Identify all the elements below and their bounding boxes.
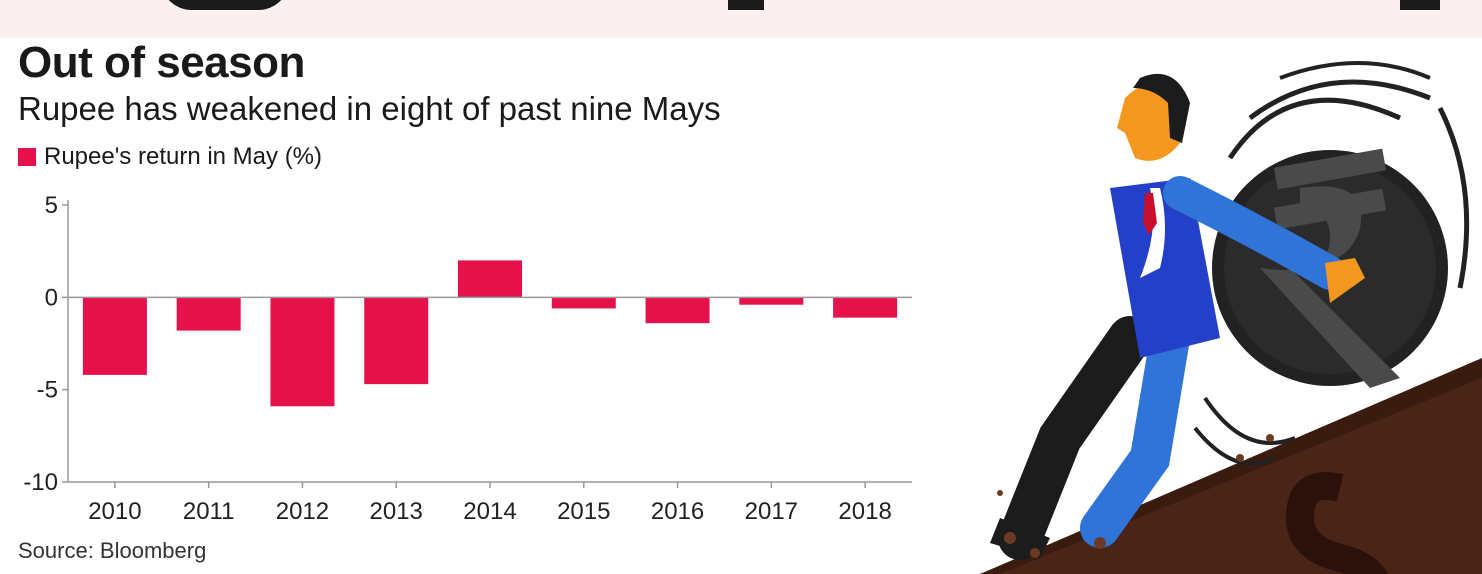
x-tick-label: 2011 — [183, 498, 235, 525]
x-tick-label: 2012 — [276, 498, 329, 525]
y-tick-label: -10 — [23, 469, 58, 496]
suit-body — [1110, 178, 1220, 358]
top-cropped-band — [0, 0, 1482, 38]
bar — [739, 297, 804, 305]
y-tick-label: 5 — [45, 192, 58, 219]
x-tick-label: 2018 — [838, 498, 891, 525]
hair — [1133, 73, 1190, 143]
y-tick-label: -5 — [37, 377, 58, 404]
man-pushing-rupee-coin-illustration — [980, 61, 1482, 574]
bar — [551, 297, 616, 309]
source-note: Source: Bloomberg — [18, 538, 207, 563]
x-tick-label: 2014 — [463, 498, 516, 525]
bar — [645, 297, 710, 324]
chart-title: Out of season — [18, 38, 305, 87]
chart-legend: Rupee's return in May (%) — [18, 143, 322, 171]
head — [1117, 84, 1180, 161]
x-tick-label: 2017 — [745, 498, 798, 525]
chart-subtitle: Rupee has weakened in eight of past nine… — [18, 90, 721, 127]
bar — [364, 297, 429, 385]
rupee-symbol-icon — [1260, 148, 1400, 388]
x-tick-label: 2013 — [370, 498, 423, 525]
y-tick-label: 0 — [45, 284, 58, 311]
bar-chart: 5 0 -5 -10 2010 2011 2012 2013 2014 2015 2016 2017 2… — [23, 192, 912, 525]
bar — [270, 297, 335, 407]
bar — [176, 297, 241, 331]
x-tick-label: 2016 — [651, 498, 704, 525]
bar — [82, 297, 147, 375]
bar — [833, 297, 898, 318]
legend-label: Rupee's return in May (%) — [44, 143, 323, 170]
tie — [1143, 193, 1157, 235]
x-tick-label: 2010 — [88, 498, 141, 525]
bar — [458, 260, 522, 298]
cropped-glyph-fragment — [1400, 0, 1440, 10]
cropped-glyph-fragment — [728, 0, 764, 10]
legend-swatch — [18, 148, 36, 166]
dollar-sign-icon — [1285, 472, 1388, 574]
x-tick-label: 2015 — [557, 498, 610, 525]
cropped-glyph-fragment — [160, 0, 290, 10]
